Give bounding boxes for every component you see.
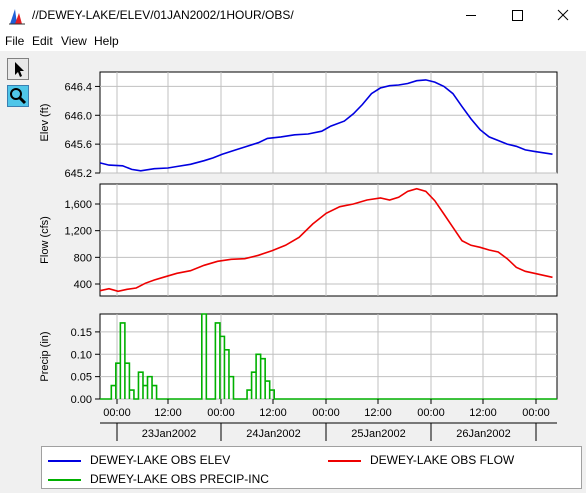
minimize-icon [466,15,476,16]
precip-step-line [100,313,557,400]
x-tick-label: 00:00 [207,407,235,419]
legend: DEWEY-LAKE OBS ELEV DEWEY-LAKE OBS FLOW … [41,446,582,489]
zoom-tool-button[interactable] [7,85,29,107]
plot-area: 645.2 645.6 646.0 646.4 Elev (ft) 400 800 1,200… [39,71,558,441]
date-label: 26Jan2002 [456,428,510,440]
close-button[interactable] [540,0,586,31]
y-tick-label: 1,200 [64,226,92,238]
app-icon [9,9,25,25]
y-axis-label: Flow (cfs) [39,216,51,264]
close-icon [557,9,569,21]
legend-line-precip [48,479,81,481]
series-line [99,187,553,293]
y-axis-label: Elev (ft) [39,104,51,142]
plot-panel-1: 400 800 1,200 1,600 Flow (cfs) [39,183,558,297]
x-tick-label: 00:00 [522,407,550,419]
y-tick-label: 0.10 [71,349,92,361]
plot-panel-0: 645.2 645.6 646.0 646.4 Elev (ft) [39,71,558,180]
title-bar: //DEWEY-LAKE/ELEV/01JAN2002/1HOUR/OBS/ [0,0,586,31]
legend-label-elev: DEWEY-LAKE OBS ELEV [90,453,231,467]
legend-label-flow: DEWEY-LAKE OBS FLOW [370,453,515,467]
legend-item-elev: DEWEY-LAKE OBS ELEV [48,453,308,467]
x-tick-label: 12:00 [259,407,287,419]
maximize-button[interactable] [494,0,540,31]
window-title: //DEWEY-LAKE/ELEV/01JAN2002/1HOUR/OBS/ [32,8,294,22]
maximize-icon [512,10,523,21]
x-tick-label: 00:00 [103,407,131,419]
y-tick-label: 646.4 [64,81,92,93]
y-tick-label: 400 [74,279,92,291]
y-axis-label: Precip (in) [39,331,51,381]
y-tick-label: 645.6 [64,139,92,151]
date-label: 24Jan2002 [246,428,300,440]
x-tick-label: 12:00 [154,407,182,419]
legend-label-precip: DEWEY-LAKE OBS PRECIP-INC [90,472,269,486]
x-axis: 00:00 12:00 00:00 12:00 00:00 12:00 00:00 12:00… [100,399,557,441]
y-tick-label: 645.2 [64,168,92,180]
y-tick-label: 0.05 [71,372,92,384]
menu-file[interactable]: File [5,34,25,48]
menu-edit[interactable]: Edit [32,34,53,48]
menu-view[interactable]: View [61,34,87,48]
arrow-pointer-icon [15,62,24,77]
date-label: 23Jan2002 [142,428,196,440]
legend-line-elev [48,460,81,462]
minimize-button[interactable] [448,0,494,31]
pointer-tool-button[interactable] [7,58,29,80]
date-label: 25Jan2002 [351,428,405,440]
y-tick-label: 646.0 [64,110,92,122]
x-tick-label: 00:00 [417,407,445,419]
x-tick-label: 12:00 [469,407,497,419]
series-line [99,79,553,172]
x-tick-label: 00:00 [312,407,340,419]
legend-item-flow: DEWEY-LAKE OBS FLOW [328,453,568,467]
y-tick-label: 800 [74,252,92,264]
x-tick-label: 12:00 [364,407,392,419]
menu-bar: File Edit View Help [0,31,586,51]
magnifier-icon [10,88,27,105]
y-tick-label: 0.15 [71,327,92,339]
menu-help[interactable]: Help [94,34,119,48]
plot-frame [99,183,558,297]
y-tick-label: 0.00 [71,394,92,406]
legend-line-flow [328,460,361,462]
y-tick-label: 1,600 [64,199,92,211]
plot-frame [99,71,558,174]
plot-frame [99,313,558,400]
legend-item-precip: DEWEY-LAKE OBS PRECIP-INC [48,472,308,486]
plot-panel-2: 0.00 0.05 0.10 0.15 Precip (in) [39,313,558,406]
